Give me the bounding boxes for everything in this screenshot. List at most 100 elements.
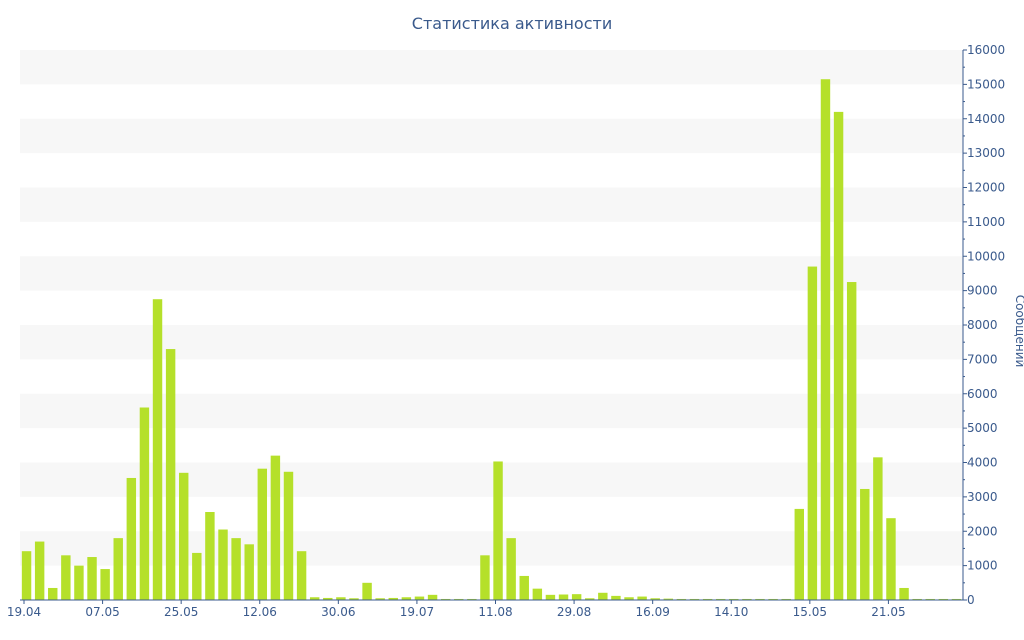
bar xyxy=(624,597,634,600)
y-tick-label: 7000 xyxy=(967,352,998,366)
bar xyxy=(742,598,752,600)
bar xyxy=(676,598,687,600)
bar xyxy=(663,598,674,601)
x-tick-label: 14.10 xyxy=(714,605,748,619)
x-tick-label: 07.05 xyxy=(85,605,119,619)
bar xyxy=(165,349,176,600)
bar xyxy=(925,598,935,600)
chart-title: Статистика активности xyxy=(411,14,613,33)
bar xyxy=(715,598,726,600)
bar xyxy=(179,472,189,600)
bar xyxy=(454,598,464,600)
grid-band xyxy=(20,50,963,85)
grid-band xyxy=(20,531,963,566)
bar xyxy=(650,598,660,600)
bar xyxy=(519,575,529,600)
bar xyxy=(87,557,97,600)
x-tick-label: 25.05 xyxy=(164,605,198,619)
bar xyxy=(152,299,163,600)
bar xyxy=(113,538,123,601)
grid-band xyxy=(20,393,963,429)
bar xyxy=(126,477,137,600)
bar xyxy=(833,111,844,601)
bar xyxy=(545,594,556,600)
y-tick-label: 10000 xyxy=(967,249,1005,263)
grid-band xyxy=(20,462,963,497)
bar xyxy=(585,598,595,600)
bar xyxy=(689,598,700,600)
bar xyxy=(21,551,32,600)
bar xyxy=(951,598,962,600)
bar xyxy=(427,594,438,600)
y-tick-label: 13000 xyxy=(967,146,1005,160)
bar xyxy=(860,488,870,600)
y-tick-label: 1000 xyxy=(967,559,998,573)
bar xyxy=(375,598,385,600)
bar xyxy=(231,538,241,601)
y-tick-label: 11000 xyxy=(967,215,1005,229)
bar xyxy=(755,598,765,600)
bar xyxy=(349,598,359,600)
bar xyxy=(794,508,804,600)
bar xyxy=(637,596,647,600)
x-tick-label: 19.04 xyxy=(7,605,41,619)
bar xyxy=(309,597,320,600)
bar xyxy=(493,461,503,600)
bar xyxy=(938,598,949,600)
x-tick-label: 21.05 xyxy=(871,605,905,619)
y-tick-label: 9000 xyxy=(967,284,998,298)
bar xyxy=(34,541,45,600)
bar xyxy=(74,565,84,601)
grid-band xyxy=(20,118,963,154)
bar xyxy=(571,594,582,600)
bar xyxy=(781,598,791,600)
x-tick-label: 19.07 xyxy=(400,605,434,619)
bar xyxy=(729,598,739,600)
y-tick-label: 15000 xyxy=(967,77,1005,91)
y-tick-label: 0 xyxy=(967,593,975,607)
bar xyxy=(912,598,922,600)
bar xyxy=(467,598,477,600)
bar xyxy=(807,266,818,600)
bar xyxy=(244,544,254,600)
bar xyxy=(48,587,58,600)
grid-band xyxy=(20,325,963,360)
bar xyxy=(532,588,543,600)
x-tick-label: 11.08 xyxy=(478,605,512,619)
x-tick-label: 15.05 xyxy=(793,605,827,619)
bar xyxy=(820,79,831,601)
y-tick-label: 5000 xyxy=(967,421,998,435)
bar xyxy=(323,597,333,600)
y-tick-label: 2000 xyxy=(967,524,998,538)
bar xyxy=(362,582,372,600)
bar xyxy=(192,552,202,600)
bar xyxy=(506,538,516,601)
bar xyxy=(611,595,621,601)
bar xyxy=(414,596,425,600)
y-axis-title: Сообщений xyxy=(1013,294,1024,368)
y-tick-label: 16000 xyxy=(967,43,1005,57)
x-tick-label: 29.08 xyxy=(557,605,591,619)
y-tick-label: 8000 xyxy=(967,318,998,332)
bar xyxy=(768,598,778,600)
bar xyxy=(139,407,150,600)
grid-band xyxy=(20,187,963,222)
bar xyxy=(283,471,294,600)
bar xyxy=(100,569,110,600)
bar xyxy=(401,597,412,600)
bar xyxy=(598,592,608,600)
bar xyxy=(205,512,215,600)
y-tick-label: 6000 xyxy=(967,387,998,401)
bar xyxy=(440,598,451,600)
y-tick-label: 12000 xyxy=(967,181,1005,195)
bar xyxy=(558,594,569,600)
bar xyxy=(336,597,346,600)
y-tick-label: 4000 xyxy=(967,456,998,470)
x-tick-label: 12.06 xyxy=(243,605,277,619)
bar xyxy=(873,457,883,600)
bar xyxy=(296,551,307,600)
bar xyxy=(886,518,896,600)
bar xyxy=(702,598,713,600)
